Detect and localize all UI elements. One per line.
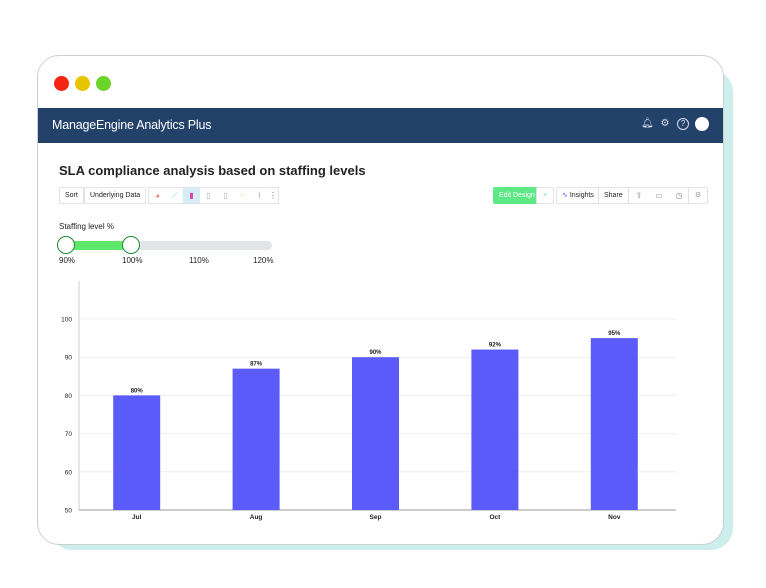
data-label: 90% bbox=[369, 350, 382, 356]
data-label: 87% bbox=[250, 362, 263, 368]
bar bbox=[590, 338, 638, 510]
bar bbox=[232, 368, 280, 510]
x-tick-label: Nov bbox=[608, 514, 621, 521]
slider-label: Staffing level % bbox=[59, 222, 114, 231]
avatar[interactable] bbox=[695, 117, 709, 131]
gear-icon[interactable]: ⚙ bbox=[660, 118, 670, 129]
y-tick-label: 60 bbox=[65, 469, 73, 476]
bar-chart: 50 60 70 80 90 100 80% Jul 87% Aug 90% Sep 92% Oct 95%… bbox=[61, 281, 676, 521]
data-label: 95% bbox=[608, 331, 621, 337]
bar bbox=[471, 349, 519, 510]
close-button[interactable] bbox=[54, 76, 69, 91]
slider-fill bbox=[66, 241, 131, 250]
x-tick-label: Sep bbox=[370, 514, 382, 521]
y-tick-label: 90 bbox=[65, 355, 73, 362]
page-title: SLA compliance analysis based on staffin… bbox=[59, 163, 366, 178]
slider-tick: 120% bbox=[253, 256, 274, 265]
comment-icon[interactable]: ▭ bbox=[655, 191, 663, 200]
map-icon[interactable]: ⌇ bbox=[257, 191, 262, 200]
pie-chart-icon[interactable]: ◕ bbox=[155, 191, 160, 200]
data-label: 80% bbox=[131, 388, 144, 394]
x-tick-label: Jul bbox=[132, 514, 142, 521]
add-button[interactable]: + bbox=[536, 187, 554, 204]
scatter-icon[interactable]: ⁘ bbox=[239, 191, 246, 200]
settings-icon[interactable]: ⚙ bbox=[688, 187, 708, 204]
grouped-bar-icon[interactable]: ▯ bbox=[223, 191, 228, 200]
help-icon[interactable]: ? bbox=[677, 118, 689, 130]
slider-tick: 110% bbox=[189, 256, 209, 265]
data-label: 92% bbox=[489, 343, 502, 349]
minimize-button[interactable] bbox=[75, 76, 90, 91]
maximize-button[interactable] bbox=[96, 76, 111, 91]
line-chart-icon[interactable]: ⟋ bbox=[171, 191, 178, 200]
x-tick-label: Aug bbox=[250, 514, 263, 521]
y-tick-label: 50 bbox=[65, 508, 73, 515]
insights-icon: ∿ bbox=[562, 192, 570, 199]
export-icon[interactable]: ⇪ bbox=[635, 191, 643, 200]
chart-type-switcher: ◕ ⟋ ▮ ▯ ▯ ⁘ ⌇ ⋮ bbox=[148, 187, 279, 204]
sort-button[interactable]: Sort bbox=[59, 187, 84, 204]
app-window: ManageEngine Analytics Plus 🔔︎ ⚙ ? SLA c… bbox=[37, 55, 724, 545]
bell-icon[interactable]: 🔔︎ bbox=[641, 118, 654, 129]
stacked-bar-icon[interactable]: ▯ bbox=[206, 191, 211, 200]
slider-tick: 90% bbox=[59, 256, 76, 265]
slider-max-handle[interactable] bbox=[122, 236, 140, 254]
insights-label: Insights bbox=[569, 192, 594, 199]
y-tick-label: 70 bbox=[65, 431, 73, 438]
slider-min-handle[interactable] bbox=[57, 236, 75, 254]
underlying-data-button[interactable]: Underlying Data bbox=[84, 187, 147, 204]
bar-chart-icon[interactable]: ▮ bbox=[183, 188, 200, 203]
slider-tick: 100% bbox=[122, 256, 143, 265]
edit-design-button[interactable]: Edit Design bbox=[493, 187, 541, 204]
bar bbox=[113, 395, 161, 510]
x-tick-label: Oct bbox=[489, 514, 501, 521]
slider-track[interactable] bbox=[66, 241, 272, 250]
bar bbox=[352, 357, 399, 510]
y-tick-label: 80 bbox=[65, 393, 73, 400]
app-header: ManageEngine Analytics Plus 🔔︎ ⚙ ? bbox=[38, 108, 723, 143]
logo: ManageEngine Analytics Plus bbox=[52, 118, 212, 132]
schedule-icon[interactable]: ◷ bbox=[675, 191, 683, 200]
y-tick-label: 100 bbox=[61, 317, 72, 324]
more-icon[interactable]: ⋮ bbox=[269, 191, 277, 200]
